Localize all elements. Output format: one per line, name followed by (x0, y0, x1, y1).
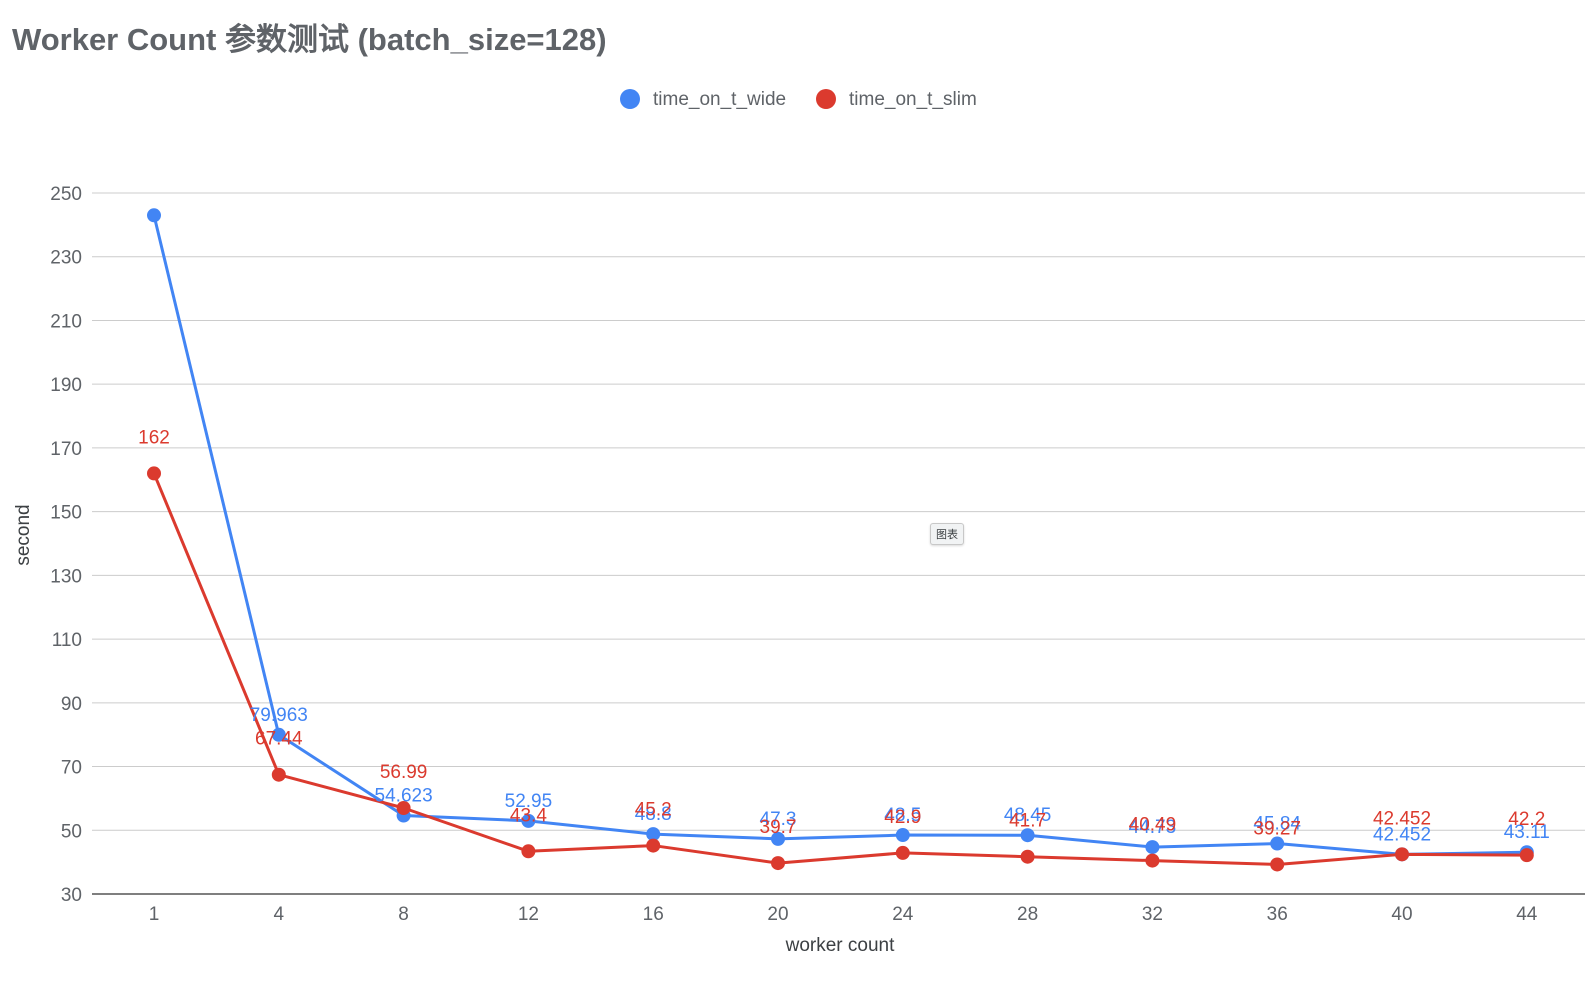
data-label: 42.452 (1373, 824, 1431, 845)
data-point[interactable] (895, 845, 910, 860)
data-label: 48.8 (635, 804, 672, 825)
legend-item-time_on_t_slim[interactable]: time_on_t_slim (816, 89, 977, 110)
y-tick-label: 50 (61, 821, 82, 842)
y-tick-label: 30 (61, 885, 82, 906)
x-tick-label: 4 (274, 904, 285, 925)
data-point[interactable] (396, 801, 411, 816)
data-label: 79.963 (250, 705, 308, 726)
series-lines (152, 214, 1527, 866)
x-tick-label: 40 (1391, 904, 1412, 925)
data-point[interactable] (646, 838, 661, 853)
y-axis-ticks: 30 50 70 90 110 130 150 170 190 210 230 250 (50, 184, 82, 906)
x-tick-label: 28 (1017, 904, 1038, 925)
x-tick-label: 8 (398, 904, 409, 925)
x-tick-label: 1 (149, 904, 160, 925)
y-tick-label: 210 (50, 311, 82, 332)
data-point[interactable] (1395, 847, 1409, 862)
data-label: 39.27 (1253, 818, 1301, 839)
data-label: 43.11 (1504, 822, 1550, 843)
data-label: 67.44 (255, 729, 303, 750)
data-point[interactable] (271, 767, 286, 782)
legend-item-time_on_t_wide[interactable]: time_on_t_wide (620, 89, 786, 110)
data-point[interactable] (1020, 849, 1035, 864)
y-tick-label: 150 (50, 503, 82, 524)
x-tick-label: 16 (643, 904, 664, 925)
data-point[interactable] (271, 727, 286, 742)
data-point[interactable] (1519, 848, 1534, 863)
data-point[interactable] (1270, 857, 1285, 872)
data-label: 42.2 (1508, 809, 1545, 830)
data-label: 40.49 (1129, 815, 1177, 836)
data-point[interactable] (1270, 836, 1285, 851)
data-point[interactable] (771, 856, 785, 871)
data-label: 48.45 (1004, 805, 1052, 826)
chart-title: Worker Count 参数测试 (batch_size=128) (12, 22, 607, 57)
data-point[interactable] (521, 813, 536, 828)
data-point[interactable] (771, 831, 785, 846)
x-tick-label: 44 (1516, 904, 1538, 925)
grid-lines (92, 192, 1585, 895)
data-label: 52.95 (505, 791, 553, 812)
data-label: 54.623 (375, 786, 433, 807)
data-label: 39.7 (760, 817, 797, 838)
x-tick-label: 32 (1142, 904, 1163, 925)
data-point[interactable] (147, 466, 161, 481)
x-axis-ticks: 1 4 8 12 16 20 24 28 32 36 40 44 (149, 904, 1538, 925)
data-label: 44.73 (1129, 817, 1177, 838)
data-label: 162 (138, 427, 170, 448)
y-axis-title: second (13, 504, 34, 565)
chart-tooltip-chip: 图表 (930, 523, 964, 545)
data-point[interactable] (1145, 853, 1160, 868)
data-point[interactable] (1020, 828, 1035, 843)
data-label: 42.452 (1373, 808, 1431, 829)
legend-label: time_on_t_slim (849, 89, 977, 110)
data-point[interactable] (1145, 840, 1160, 855)
x-tick-label: 20 (767, 904, 788, 925)
x-tick-label: 12 (518, 904, 539, 925)
y-tick-label: 70 (61, 758, 82, 779)
y-tick-label: 190 (50, 375, 82, 396)
y-tick-label: 90 (61, 694, 82, 715)
data-label: 47.3 (760, 809, 797, 830)
data-label: 48.5 (884, 805, 921, 826)
y-tick-label: 130 (50, 566, 82, 587)
series-line-time_on_t_wide (152, 214, 1527, 856)
data-label: 42.9 (884, 807, 921, 828)
series-line-time_on_t_slim (152, 472, 1527, 866)
data-label: 41.7 (1009, 811, 1046, 832)
y-tick-label: 250 (50, 184, 82, 205)
data-label: 45.2 (635, 800, 672, 821)
legend-marker (816, 89, 836, 109)
y-tick-label: 170 (50, 439, 82, 460)
data-point[interactable] (895, 828, 910, 843)
y-tick-label: 230 (50, 248, 82, 269)
legend-label: time_on_t_wide (653, 89, 786, 110)
data-point[interactable] (147, 208, 161, 223)
x-axis-title: worker count (785, 935, 895, 956)
data-label: 43.4 (510, 805, 547, 826)
x-tick-label: 24 (892, 904, 914, 925)
series-points[interactable] (147, 208, 1534, 872)
data-label: 45.84 (1253, 814, 1301, 835)
legend[interactable]: time_on_t_wide time_on_t_slim (620, 89, 977, 110)
y-tick-label: 110 (52, 630, 82, 651)
data-label: 56.99 (380, 762, 428, 783)
x-tick-label: 36 (1267, 904, 1288, 925)
data-point[interactable] (646, 827, 661, 842)
legend-marker (620, 89, 640, 109)
data-point[interactable] (521, 844, 536, 859)
